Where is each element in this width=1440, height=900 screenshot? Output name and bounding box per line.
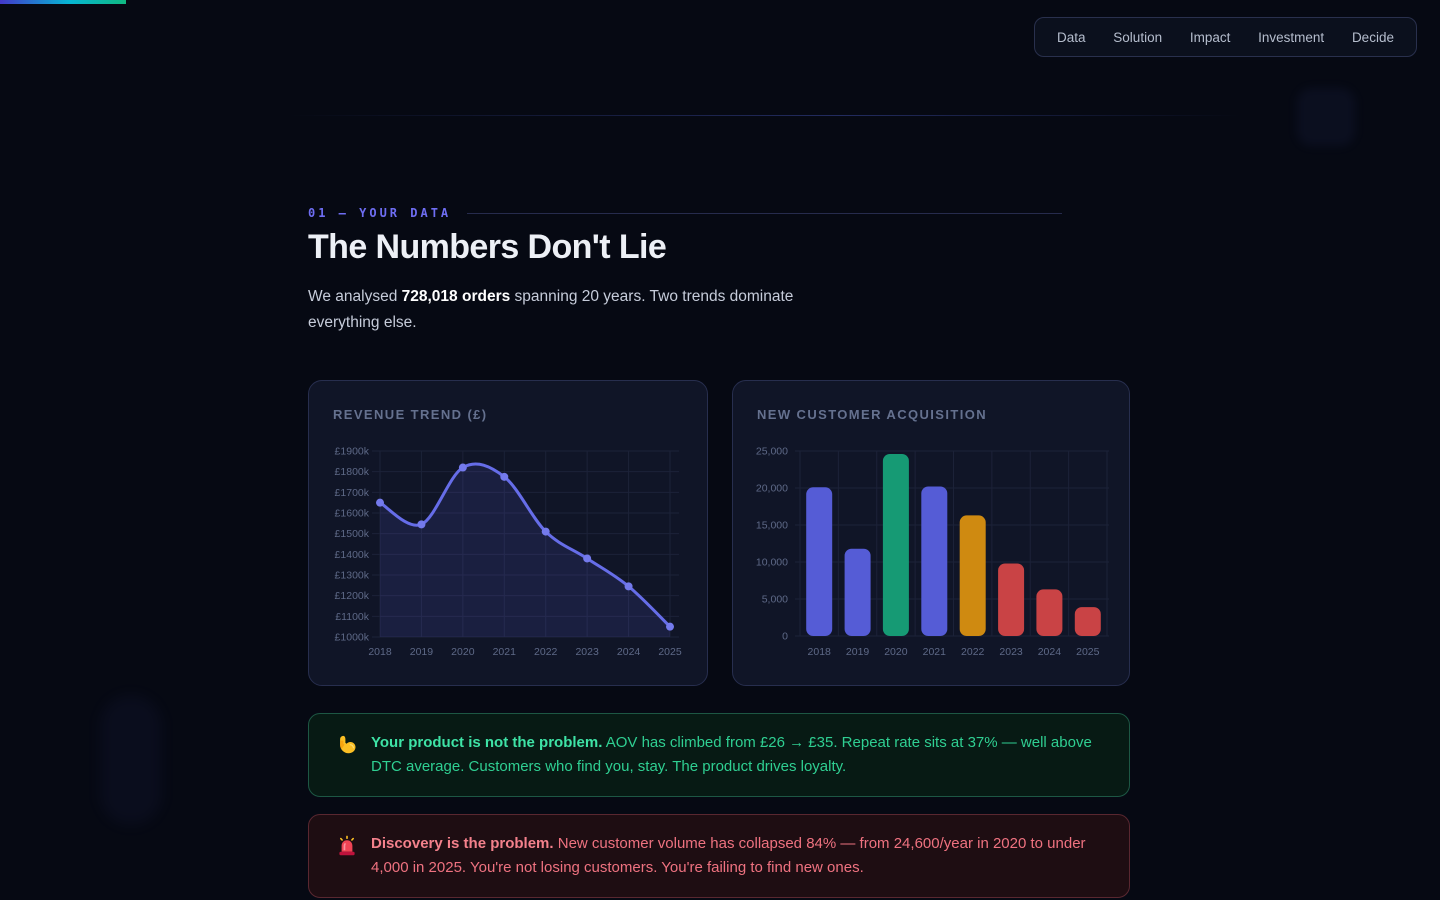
svg-text:2020: 2020 xyxy=(451,646,475,658)
charts-row: REVENUE TREND (£) £1000k £1100k £1200k £130… xyxy=(308,380,1130,686)
revenue-trend-card: REVENUE TREND (£) £1000k £1100k £1200k £130… xyxy=(308,380,708,686)
svg-text:15,000: 15,000 xyxy=(756,520,788,532)
top-nav: Data Solution Impact Investment Decide xyxy=(1034,17,1417,57)
svg-text:£1300k: £1300k xyxy=(335,570,370,582)
svg-text:2024: 2024 xyxy=(1038,646,1062,658)
svg-text:£1600k: £1600k xyxy=(335,508,370,520)
svg-text:£1100k: £1100k xyxy=(335,611,369,623)
section-eyebrow-rule xyxy=(467,212,1062,214)
svg-text:£1800k: £1800k xyxy=(335,466,370,478)
svg-text:2021: 2021 xyxy=(493,646,517,658)
your-data-section: 01 — YOUR DATA The Numbers Don't Lie We … xyxy=(308,206,1131,900)
new-customers-title: NEW CUSTOMER ACQUISITION xyxy=(757,407,988,422)
svg-text:2023: 2023 xyxy=(575,646,599,658)
nav-item-solution[interactable]: Solution xyxy=(1113,29,1163,45)
svg-text:2018: 2018 xyxy=(808,646,832,658)
svg-text:2024: 2024 xyxy=(617,646,641,658)
svg-text:£1000k: £1000k xyxy=(335,632,370,644)
svg-text:2019: 2019 xyxy=(410,646,434,658)
decorative-glow-pill xyxy=(100,695,162,825)
nav-item-decide[interactable]: Decide xyxy=(1351,29,1394,45)
svg-text:£1400k: £1400k xyxy=(335,549,370,561)
callout-discovery-problem: Discovery is the problem. New customer v… xyxy=(308,814,1130,898)
svg-text:£1200k: £1200k xyxy=(335,590,370,602)
svg-text:2025: 2025 xyxy=(1076,646,1100,658)
callout-discovery-problem-body: New customer volume has collapsed 84% — … xyxy=(371,835,1086,876)
scroll-progress-bar xyxy=(0,0,126,4)
revenue-trend-chart: £1000k £1100k £1200k £1300k £1400k £1500k £160… xyxy=(323,437,695,668)
callout-discovery-problem-text: Discovery is the problem. New customer v… xyxy=(371,832,1105,880)
new-customers-card: NEW CUSTOMER ACQUISITION 0 5,000 10,000 15,… xyxy=(732,380,1130,686)
svg-text:2022: 2022 xyxy=(534,646,558,658)
callout-product-strength-text: Your product is not the problem. AOV has… xyxy=(371,731,1105,779)
intro-prefix: We analysed xyxy=(308,288,402,305)
section-intro: We analysed 728,018 orders spanning 20 y… xyxy=(308,284,828,336)
intro-suffix: spanning 20 years. Two trends dominate e… xyxy=(308,288,794,331)
svg-text:2021: 2021 xyxy=(923,646,947,658)
svg-text:2025: 2025 xyxy=(658,646,682,658)
intro-orders-count: 728,018 orders xyxy=(401,288,511,305)
callout-product-strength-lead: Your product is not the problem. xyxy=(371,734,603,751)
revenue-trend-title: REVENUE TREND (£) xyxy=(333,407,488,422)
new-customers-chart: 0 5,000 10,000 15,000 20,000 25,000 2018 2019 20… xyxy=(747,437,1119,668)
page-title: The Numbers Don't Lie xyxy=(308,228,667,266)
decorative-glow-square xyxy=(1297,88,1355,146)
svg-text:2019: 2019 xyxy=(846,646,870,658)
nav-item-investment[interactable]: Investment xyxy=(1258,29,1325,45)
svg-text:2023: 2023 xyxy=(999,646,1023,658)
nav-item-data[interactable]: Data xyxy=(1057,29,1086,45)
svg-text:5,000: 5,000 xyxy=(762,594,788,606)
svg-text:2020: 2020 xyxy=(884,646,908,658)
muscle-icon xyxy=(335,733,359,762)
nav-item-impact[interactable]: Impact xyxy=(1189,29,1231,45)
svg-text:2018: 2018 xyxy=(368,646,392,658)
callout-product-strength: Your product is not the problem. AOV has… xyxy=(308,713,1130,797)
section-divider-line xyxy=(288,115,1240,116)
callout-discovery-problem-lead: Discovery is the problem. xyxy=(371,835,554,852)
svg-text:2022: 2022 xyxy=(961,646,985,658)
section-eyebrow: 01 — YOUR DATA xyxy=(308,206,1062,220)
siren-icon xyxy=(335,834,359,863)
svg-text:10,000: 10,000 xyxy=(756,557,788,569)
svg-text:£1900k: £1900k xyxy=(335,446,370,458)
svg-text:£1700k: £1700k xyxy=(335,487,370,499)
svg-text:0: 0 xyxy=(782,631,788,643)
svg-text:20,000: 20,000 xyxy=(756,483,788,495)
callout-product-strength-body: AOV has climbed from £26 → £35. Repeat r… xyxy=(371,734,1092,775)
section-eyebrow-label: 01 — YOUR DATA xyxy=(308,206,452,220)
svg-text:£1500k: £1500k xyxy=(335,528,370,540)
svg-text:25,000: 25,000 xyxy=(756,446,788,458)
